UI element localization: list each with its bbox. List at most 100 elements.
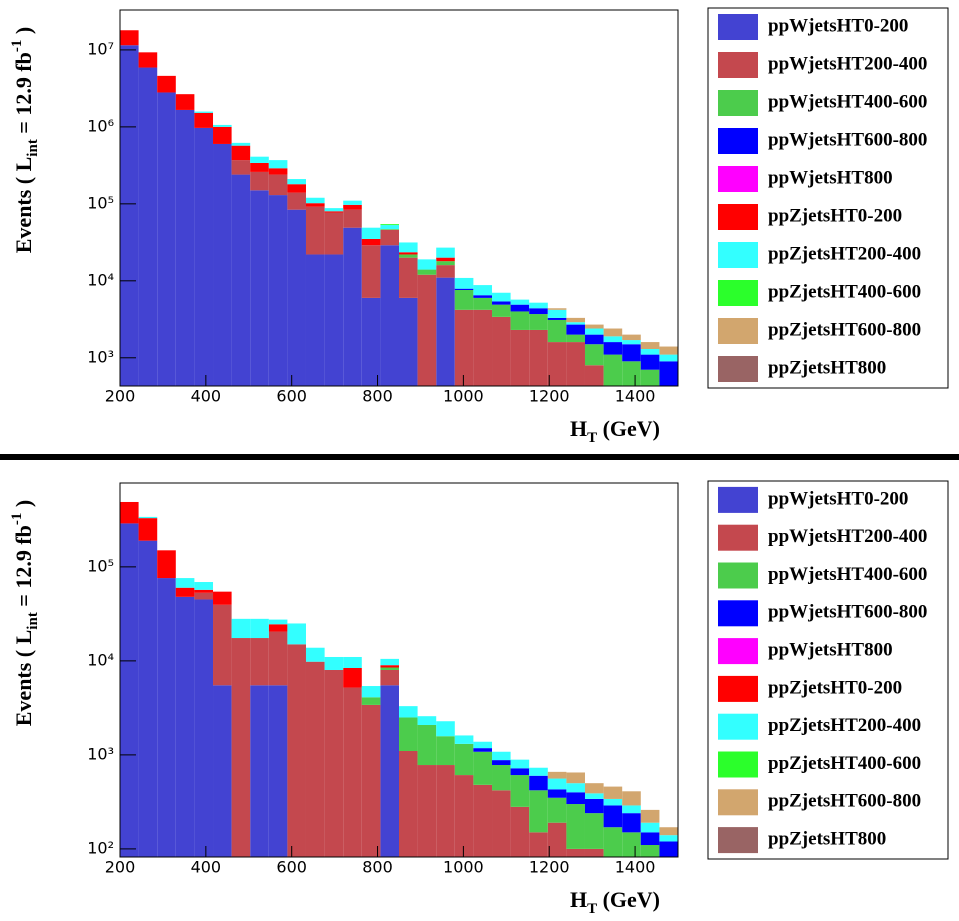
bar-segment — [231, 174, 251, 386]
bar-segment — [120, 501, 139, 524]
bar-segment — [194, 111, 214, 113]
bar-segment — [157, 75, 176, 93]
bar-segment — [566, 792, 585, 805]
bar-segment — [529, 308, 548, 315]
bar-segment — [157, 550, 176, 579]
bar-segment — [436, 265, 455, 278]
bar-segment — [250, 171, 269, 191]
legend-label: ppWjetsHT800 — [768, 639, 893, 660]
x-axis-title-part: (GeV) — [597, 887, 660, 912]
legend-label: ppZjetsHT0-200 — [768, 677, 902, 698]
bar-segment — [399, 252, 418, 255]
legend-swatch — [718, 356, 758, 382]
legend-swatch — [718, 280, 758, 306]
legend-label: ppZjetsHT600-800 — [768, 319, 921, 340]
bar-segment — [547, 778, 567, 790]
chart-panel: 200 400 600 800 1000 1200 1400 10³ 10⁴ 10⁵ 10⁶ 10⁷ H… — [9, 7, 949, 446]
x-axis-title-part: (GeV) — [597, 416, 660, 441]
bar-segment — [492, 760, 511, 766]
bar-segment — [157, 578, 176, 857]
bar-segment — [659, 361, 678, 386]
bar-segment — [659, 835, 678, 842]
bar-segment — [231, 142, 251, 146]
bar-segment — [399, 717, 418, 751]
bar-segment — [566, 772, 585, 784]
bar-segment — [268, 685, 288, 857]
y-tick-label: 10² — [87, 838, 114, 857]
legend-label: ppWjetsHT0-200 — [768, 488, 908, 509]
bar-segment — [157, 92, 176, 386]
bar-segment — [399, 257, 418, 298]
bar-segment — [566, 342, 585, 386]
bar-segment — [287, 623, 306, 645]
legend-swatch — [718, 638, 758, 665]
y-axis-title: Events ( Lint = 12.9 fb-1 ) — [9, 500, 41, 727]
bar-segment — [175, 109, 195, 387]
bar-segment — [268, 174, 288, 196]
x-tick-label: 1000 — [443, 387, 484, 406]
legend-swatch — [718, 486, 758, 513]
bar-segment — [510, 311, 530, 330]
bar-segment — [380, 667, 399, 670]
bar-segment — [343, 667, 362, 688]
legend-swatch — [718, 675, 758, 702]
y-axis-title-part: int — [25, 612, 41, 630]
bar-segment — [361, 227, 381, 239]
bar-segment — [566, 848, 585, 857]
legend-swatch — [718, 789, 758, 816]
legend-label: ppZjetsHT400-600 — [768, 281, 921, 302]
bar-segment — [417, 716, 437, 725]
bar-segment — [529, 314, 548, 330]
legend-label: ppWjetsHT0-200 — [768, 15, 908, 36]
y-axis-title: Events ( Lint = 12.9 fb-1 ) — [9, 27, 41, 254]
legend-label: ppWjetsHT200-400 — [768, 53, 927, 74]
bar-segment — [640, 845, 660, 857]
y-tick-label: 10³ — [87, 744, 114, 763]
x-tick-label: 200 — [105, 858, 136, 877]
x-tick-label: 1400 — [615, 858, 656, 877]
bar-segment — [268, 160, 288, 169]
bar-segment — [231, 638, 251, 857]
bar-segment — [194, 589, 214, 593]
bar-segment — [213, 685, 232, 857]
bar-segment — [361, 686, 381, 698]
bar-segment — [436, 765, 455, 857]
bar-segment — [305, 661, 325, 857]
legend-swatch — [718, 318, 758, 344]
bar-segment — [194, 127, 214, 386]
bar-segment — [529, 767, 548, 776]
bar-segment — [473, 295, 493, 298]
x-axis-title-part: H — [570, 887, 587, 912]
bar-segment — [231, 618, 251, 639]
bar-segment — [492, 751, 511, 761]
bar-segment — [399, 242, 418, 253]
bar-segment — [622, 361, 641, 386]
y-tick-label: 10⁶ — [87, 116, 114, 135]
bar-segment — [287, 192, 306, 210]
bar-segment — [584, 328, 604, 335]
bar-segment — [380, 665, 399, 668]
bar-segment — [659, 827, 678, 836]
bar-segment — [324, 211, 344, 213]
plot-frame — [119, 482, 679, 858]
bar-segment — [380, 229, 399, 246]
legend-swatch — [718, 242, 758, 268]
legend-swatch — [718, 128, 758, 154]
bar-segment — [659, 346, 678, 355]
bar-segment — [194, 592, 214, 600]
legend-label: ppWjetsHT800 — [768, 167, 893, 188]
legend-label: ppZjetsHT200-400 — [768, 243, 921, 264]
bar-segment — [250, 156, 269, 163]
bar-segment — [361, 238, 381, 246]
bar-segment — [622, 334, 641, 341]
legend-swatch — [718, 524, 758, 551]
bar-segment — [473, 741, 493, 749]
bar-segment — [454, 735, 474, 744]
bar-segment — [361, 297, 381, 386]
bar-segment — [603, 798, 623, 806]
bar-segment — [361, 245, 381, 298]
bar-segment — [380, 658, 399, 666]
bar-segment — [287, 209, 306, 386]
x-axis-title-part: T — [587, 901, 597, 917]
legend-label: ppWjetsHT600-800 — [768, 129, 927, 150]
